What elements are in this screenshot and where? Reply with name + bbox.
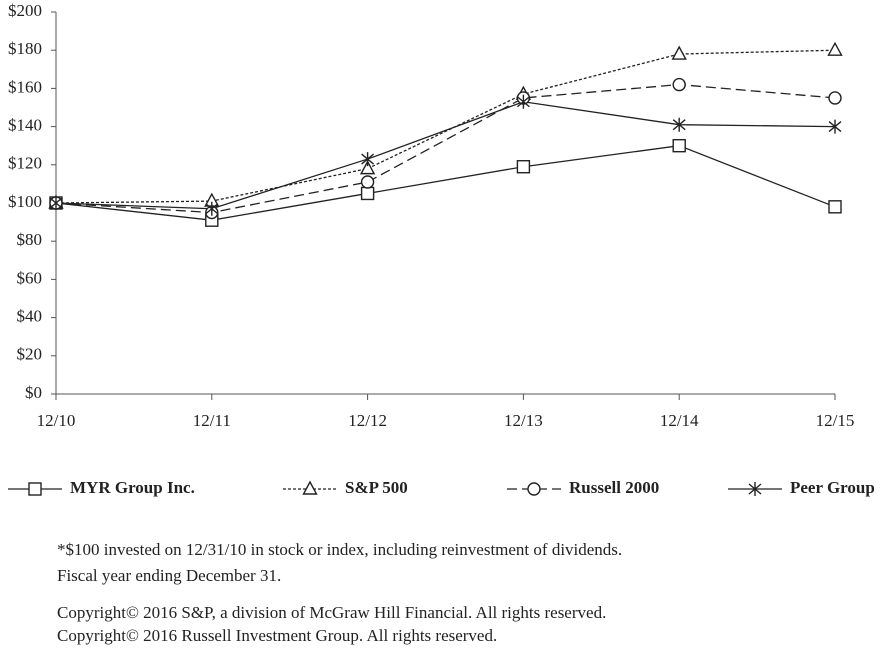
marker-star: [49, 196, 63, 210]
y-tick-label: $180: [8, 39, 42, 58]
marker-star: [672, 117, 686, 132]
legend-label: MYR Group Inc.: [70, 478, 195, 497]
marker-circle: [828, 91, 842, 105]
x-tick-label: 12/10: [37, 411, 76, 430]
legend-label: Peer Group: [790, 478, 875, 497]
legend-marker: [748, 482, 762, 496]
x-tick-label: 12/11: [193, 411, 231, 430]
marker-star: [828, 119, 842, 134]
y-tick-label: $200: [8, 1, 42, 20]
legend-label: Russell 2000: [569, 478, 659, 497]
y-tick-label: $80: [17, 230, 43, 249]
x-tick-label: 12/13: [504, 411, 543, 430]
y-tick-label: $120: [8, 154, 42, 173]
series-line: [55, 49, 836, 204]
copyright: Copyright© 2016 Russell Investment Group…: [57, 626, 497, 645]
series-line: [55, 145, 836, 221]
y-tick-label: $140: [8, 116, 42, 135]
y-tick-label: $100: [8, 192, 42, 211]
marker-square: [672, 138, 686, 153]
marker-triangle: [671, 45, 687, 60]
marker-triangle: [827, 41, 843, 56]
legend-marker: [527, 482, 541, 496]
y-tick-label: $60: [17, 268, 43, 287]
y-tick-label: $40: [17, 307, 43, 326]
marker-star: [516, 94, 530, 109]
marker-circle: [672, 77, 686, 92]
y-tick-label: $0: [25, 383, 42, 402]
series-line: [55, 83, 836, 214]
y-tick-label: $160: [8, 77, 42, 96]
legend-marker: [302, 480, 318, 495]
copyright: Copyright© 2016 S&P, a division of McGra…: [57, 603, 606, 622]
y-tick-label: $20: [17, 345, 43, 364]
marker-star: [205, 201, 219, 216]
legend-label: S&P 500: [345, 478, 408, 497]
marker-square: [828, 200, 842, 214]
legend-marker: [28, 482, 42, 496]
x-tick-label: 12/15: [816, 411, 855, 430]
x-tick-label: 12/14: [660, 411, 699, 430]
marker-star: [361, 152, 375, 167]
marker-triangle: [359, 160, 376, 175]
marker-circle: [360, 175, 375, 189]
footnote: Fiscal year ending December 31.: [57, 566, 281, 585]
x-tick-label: 12/12: [348, 411, 387, 430]
series-line: [55, 101, 836, 210]
marker-square: [360, 186, 375, 201]
marker-square: [516, 160, 531, 174]
footnote: *$100 invested on 12/31/10 in stock or i…: [57, 540, 622, 559]
